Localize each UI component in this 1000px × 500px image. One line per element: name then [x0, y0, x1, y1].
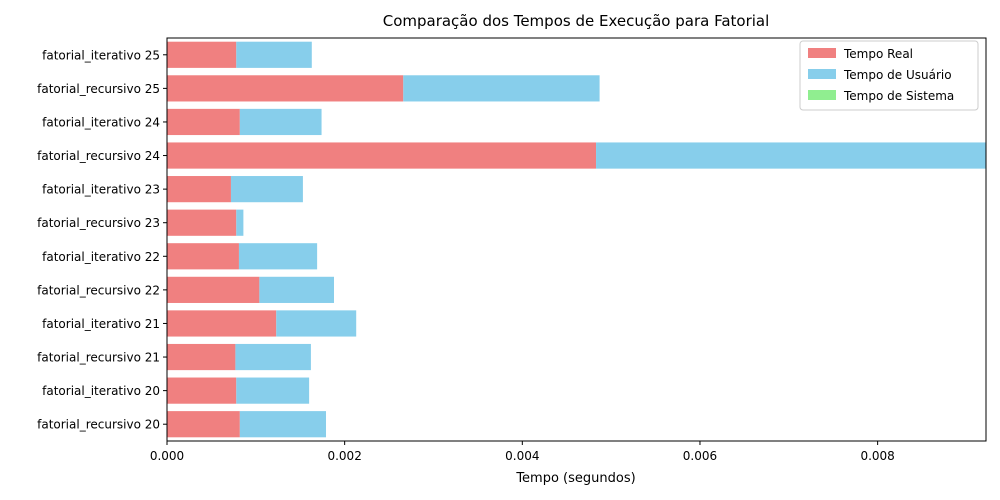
bar-tempo-de-usuario-9: [239, 108, 322, 136]
legend: Tempo Real Tempo de Usuário Tempo de Siste…: [799, 40, 979, 111]
legend-box: [799, 40, 979, 111]
bar-tempo-real-3: [167, 310, 277, 337]
y-tick-label: fatorial_recursivo 23: [37, 216, 160, 230]
bar-tempo-real-1: [167, 377, 237, 404]
legend-swatch: [808, 90, 836, 100]
y-tick-label: fatorial_iterativo 24: [42, 115, 160, 129]
bar-tempo-real-11: [167, 41, 237, 68]
y-tick-label: fatorial_recursivo 21: [37, 351, 160, 365]
bar-tempo-real-9: [167, 108, 240, 136]
x-tick-label: 0.000: [150, 449, 184, 463]
bar-tempo-de-usuario-10: [403, 75, 600, 102]
x-tick-label: 0.004: [505, 449, 539, 463]
y-tick-label: fatorial_iterativo 25: [42, 48, 160, 62]
y-tick-label: fatorial_iterativo 22: [42, 250, 160, 264]
bar-tempo-de-usuario-3: [276, 310, 357, 337]
bar-tempo-real-6: [167, 209, 237, 236]
x-tick-label: 0.008: [860, 449, 894, 463]
x-axis-label: Tempo (segundos): [515, 471, 635, 486]
legend-label: Tempo Real: [843, 47, 913, 61]
bar-tempo-de-usuario-0: [239, 411, 327, 438]
x-tick-label: 0.002: [327, 449, 361, 463]
x-tick-label: 0.006: [683, 449, 717, 463]
bar-tempo-real-8: [167, 142, 597, 169]
y-tick-label: fatorial_iterativo 23: [42, 183, 160, 197]
bar-tempo-real-10: [167, 75, 404, 102]
plot-frame: [166, 37, 987, 442]
bar-tempo-de-usuario-4: [259, 276, 334, 303]
bar-tempo-real-5: [167, 243, 239, 270]
bar-tempo-de-usuario-7: [230, 176, 303, 203]
y-tick-label: fatorial_iterativo 20: [42, 384, 160, 398]
bar-tempo-real-2: [167, 343, 236, 371]
y-tick-label: fatorial_recursivo 25: [37, 82, 160, 96]
bars-group: [167, 41, 986, 438]
bar-tempo-real-7: [167, 176, 231, 203]
legend-label: Tempo de Usuário: [843, 68, 952, 82]
chart-title: Comparação dos Tempos de Execução para F…: [383, 12, 770, 30]
legend-swatch: [808, 69, 836, 79]
legend-label: Tempo de Sistema: [843, 89, 954, 103]
bar-tempo-de-usuario-8: [596, 142, 986, 169]
bar-tempo-de-usuario-6: [236, 209, 244, 236]
bar-tempo-de-usuario-5: [238, 243, 318, 270]
axes-group: fatorial_recursivo 20 fatorial_iterativo …: [37, 37, 987, 463]
y-tick-label: fatorial_recursivo 24: [37, 149, 160, 163]
bar-tempo-de-usuario-1: [236, 377, 310, 404]
legend-swatch: [808, 48, 836, 58]
y-tick-label: fatorial_recursivo 22: [37, 283, 160, 297]
bar-tempo-de-usuario-2: [235, 343, 311, 371]
bar-tempo-de-usuario-11: [236, 41, 312, 68]
bar-tempo-real-4: [167, 276, 260, 303]
y-tick-label: fatorial_iterativo 21: [42, 317, 160, 331]
y-tick-label: fatorial_recursivo 20: [37, 418, 160, 432]
bar-tempo-real-0: [167, 411, 240, 438]
